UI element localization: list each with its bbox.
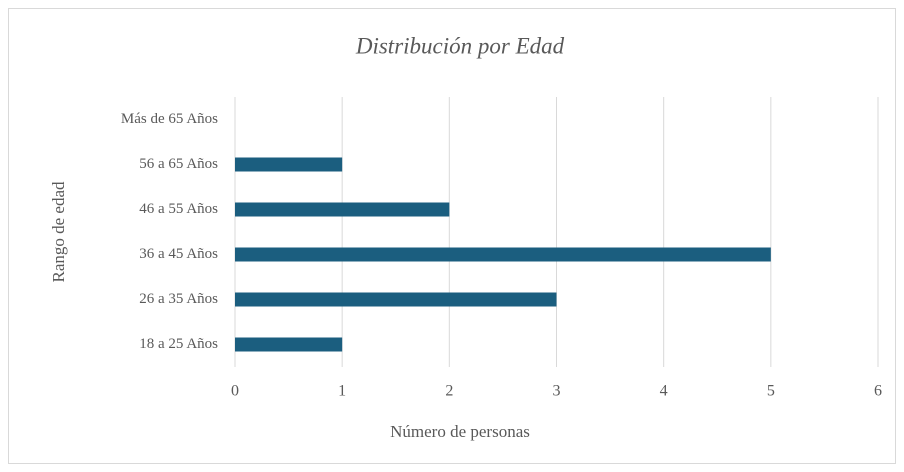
- y-tick-label: 18 a 25 Años: [139, 336, 218, 352]
- x-tick-label: 4: [660, 383, 668, 400]
- y-axis-label: Rango de edad: [49, 181, 68, 283]
- bar: [235, 337, 343, 352]
- bar: [235, 202, 450, 217]
- x-tick-label: 6: [874, 383, 882, 400]
- y-tick-label: 46 a 55 Años: [139, 201, 218, 217]
- x-axis-label: Número de personas: [390, 422, 530, 441]
- y-tick-label: Más de 65 Años: [121, 111, 218, 127]
- bar: [235, 292, 557, 307]
- chart-border: [8, 8, 896, 464]
- bar: [235, 157, 343, 172]
- x-tick-label: 0: [231, 383, 239, 400]
- chart-title: Distribución por Edad: [355, 33, 565, 58]
- x-tick-label: 5: [767, 383, 775, 400]
- x-tick-label: 3: [553, 383, 561, 400]
- y-tick-label: 26 a 35 Años: [139, 291, 218, 307]
- y-tick-label: 36 a 45 Años: [139, 246, 218, 262]
- x-tick-label: 1: [338, 383, 346, 400]
- y-tick-label: 56 a 65 Años: [139, 156, 218, 172]
- bar: [235, 247, 771, 262]
- x-tick-label: 2: [445, 383, 453, 400]
